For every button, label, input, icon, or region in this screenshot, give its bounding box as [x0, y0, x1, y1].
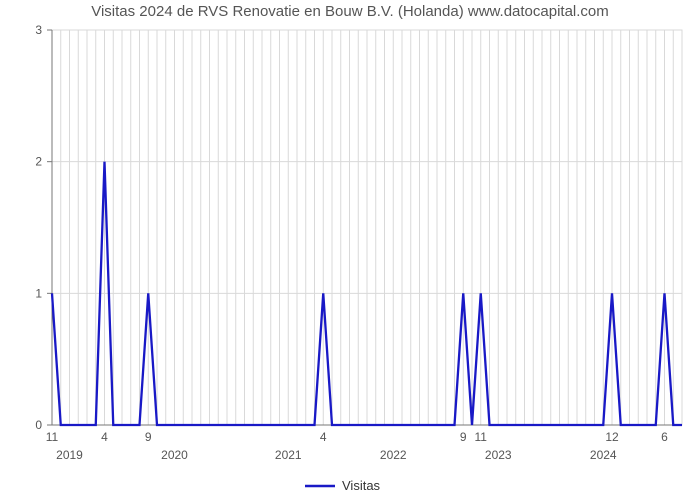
x-tick-label: 9 — [145, 430, 152, 444]
y-tick-label: 2 — [35, 155, 42, 169]
x-tick-label: 4 — [320, 430, 327, 444]
x-tick-label: 12 — [605, 430, 619, 444]
chart-title: Visitas 2024 de RVS Renovatie en Bouw B.… — [91, 3, 609, 20]
x-tick-label: 9 — [460, 430, 467, 444]
x-tick-label: 11 — [46, 430, 59, 444]
x-tick-label: 11 — [475, 430, 488, 444]
x-year-label: 2023 — [485, 448, 512, 462]
line-chart: Visitas 2024 de RVS Renovatie en Bouw B.… — [0, 0, 700, 500]
x-year-label: 2021 — [275, 448, 302, 462]
x-tick-label: 4 — [101, 430, 108, 444]
legend-label: Visitas — [342, 478, 381, 493]
y-tick-label: 1 — [35, 286, 42, 300]
x-tick-label: 6 — [661, 430, 668, 444]
y-tick-label: 3 — [35, 23, 42, 37]
x-year-label: 2019 — [56, 448, 83, 462]
x-year-label: 2020 — [161, 448, 188, 462]
chart-container: Visitas 2024 de RVS Renovatie en Bouw B.… — [0, 0, 700, 500]
x-year-label: 2022 — [380, 448, 407, 462]
x-year-label: 2024 — [590, 448, 617, 462]
y-tick-label: 0 — [35, 418, 42, 432]
